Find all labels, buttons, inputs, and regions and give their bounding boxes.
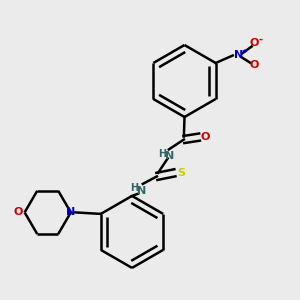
Text: O: O — [13, 207, 23, 218]
Text: O: O — [250, 38, 260, 49]
Text: +: + — [241, 48, 247, 54]
Text: N: N — [66, 207, 75, 218]
Text: N: N — [137, 186, 146, 197]
Text: S: S — [177, 168, 185, 178]
Text: H: H — [158, 149, 166, 159]
Text: O: O — [201, 132, 210, 142]
Text: N: N — [234, 50, 243, 61]
Text: O: O — [249, 60, 259, 70]
Text: N: N — [165, 151, 174, 161]
Text: -: - — [258, 35, 262, 45]
Text: H: H — [130, 183, 139, 194]
